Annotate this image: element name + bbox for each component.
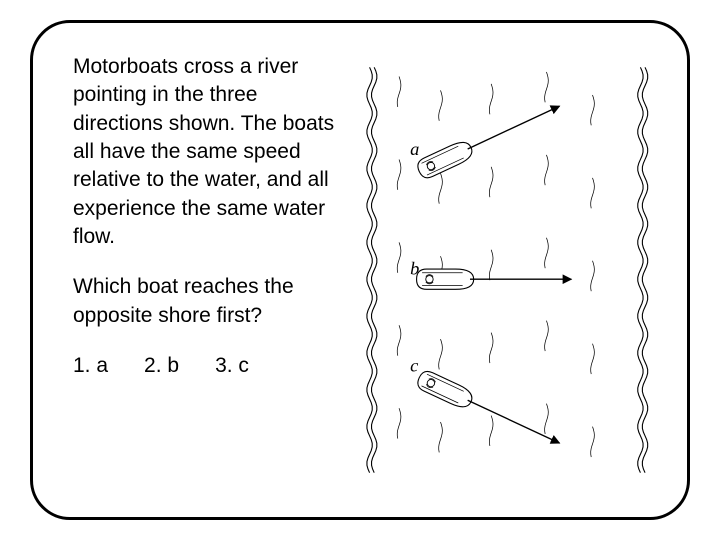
option-2: 2. b bbox=[144, 352, 179, 380]
svg-text:c: c bbox=[410, 355, 418, 375]
text-column: Motorboats cross a river pointing in the… bbox=[73, 53, 353, 487]
river-diagram: a b c bbox=[353, 53, 657, 487]
option-3: 3. c bbox=[215, 352, 249, 380]
question-paragraph-1: Motorboats cross a river pointing in the… bbox=[73, 53, 353, 251]
svg-text:a: a bbox=[410, 139, 419, 159]
question-paragraph-2: Which boat reaches the opposite shore fi… bbox=[73, 273, 353, 330]
question-card: Motorboats cross a river pointing in the… bbox=[30, 20, 690, 520]
answer-options: 1. a 2. b 3. c bbox=[73, 352, 353, 380]
svg-text:b: b bbox=[410, 259, 419, 279]
option-1: 1. a bbox=[73, 352, 108, 380]
diagram-column: a b c bbox=[353, 53, 657, 487]
